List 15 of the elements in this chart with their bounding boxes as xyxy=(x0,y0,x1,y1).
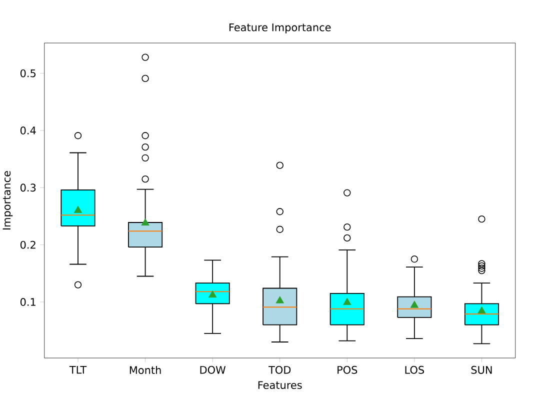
y-tick-label: 0.2 xyxy=(20,240,36,249)
x-tick-label: TLT xyxy=(69,366,87,374)
x-axis-title: Features xyxy=(258,381,302,389)
x-tick-label: POS xyxy=(338,366,358,374)
chart-title: Feature Importance xyxy=(229,24,331,34)
x-tick-label: SUN xyxy=(471,366,492,374)
y-tick-label: 0.3 xyxy=(20,184,36,192)
x-tick-label: Month xyxy=(130,366,161,374)
x-tick-label: LOS xyxy=(405,366,424,374)
y-tick-label: 0.1 xyxy=(20,298,36,306)
y-tick-label: 0.5 xyxy=(20,69,36,78)
y-axis-title: Importance xyxy=(2,171,13,230)
x-tick-label: DOW xyxy=(200,366,226,374)
y-tick-label: 0.4 xyxy=(20,126,36,134)
x-tick-label: TOD xyxy=(268,366,291,374)
